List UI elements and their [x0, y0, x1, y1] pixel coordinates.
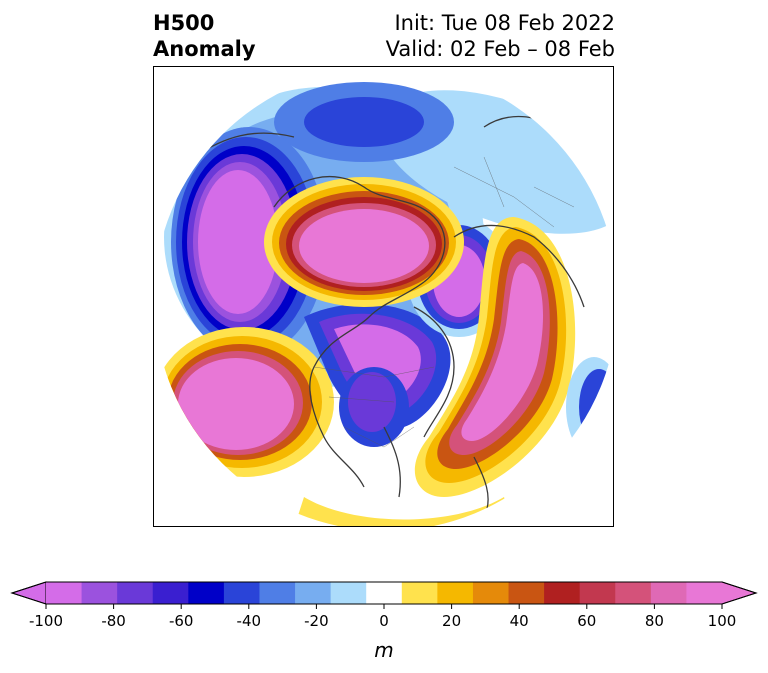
- colorbar-segment: [579, 582, 616, 604]
- colorbar-segment: [472, 582, 510, 604]
- colorbar-tick-label: 60: [577, 612, 596, 630]
- colorbar-segment: [508, 582, 545, 604]
- anomaly-map: [154, 67, 613, 526]
- colorbar-segment: [330, 582, 367, 604]
- colorbar-segment: [295, 582, 332, 604]
- colorbar-segment: [650, 582, 687, 604]
- title-line-2: Anomaly: [153, 37, 256, 61]
- colorbar-tick-label: -100: [29, 612, 63, 630]
- title-line-1: H500: [153, 11, 215, 35]
- colorbar-tick-label: 0: [379, 612, 389, 630]
- colorbar-segment: [152, 582, 189, 604]
- colorbar-segments: [10, 581, 758, 605]
- colorbar-segment: [686, 582, 723, 604]
- colorbar-unit: m: [374, 638, 393, 662]
- colorbar-segment: [544, 582, 581, 604]
- colorbar-segment: [46, 582, 83, 604]
- init-date: Init: Tue 08 Feb 2022: [394, 11, 615, 35]
- colorbar-tick-label: 40: [510, 612, 529, 630]
- map-panel: [153, 66, 614, 527]
- colorbar-segment: [259, 582, 296, 604]
- colorbar: -100 -80 -60 -40 -20 0 20 40 60 80 100 m: [10, 581, 758, 662]
- valid-range: Valid: 02 Feb – 08 Feb: [385, 37, 615, 61]
- map-title: H500 Anomaly: [153, 10, 256, 62]
- colorbar-ticks: -100 -80 -60 -40 -20 0 20 40 60 80 100: [29, 604, 736, 630]
- colorbar-tick-label: 20: [442, 612, 461, 630]
- borders: [313, 156, 575, 448]
- colorbar-segment: [117, 582, 154, 604]
- colorbar-extend-high: [721, 581, 758, 605]
- colorbar-segment: [188, 582, 225, 604]
- colorbar-tick-label: -80: [101, 612, 126, 630]
- colorbar-segment: [401, 582, 438, 604]
- colorbar-segment: [366, 582, 403, 604]
- colorbar-segment: [615, 582, 652, 604]
- colorbar-extend-low: [10, 581, 47, 605]
- colorbar-tick-label: 100: [708, 612, 737, 630]
- colorbar-tick-label: -20: [304, 612, 329, 630]
- colorbar-segment: [223, 582, 260, 604]
- colorbar-tick-label: -40: [237, 612, 262, 630]
- colorbar-segment: [437, 582, 474, 604]
- valid-period: Init: Tue 08 Feb 2022 Valid: 02 Feb – 08…: [386, 10, 615, 62]
- colorbar-segment: [81, 582, 118, 604]
- colorbar-tick-label: -60: [169, 612, 194, 630]
- anomaly-field: [154, 67, 613, 526]
- colorbar-tick-label: 80: [645, 612, 664, 630]
